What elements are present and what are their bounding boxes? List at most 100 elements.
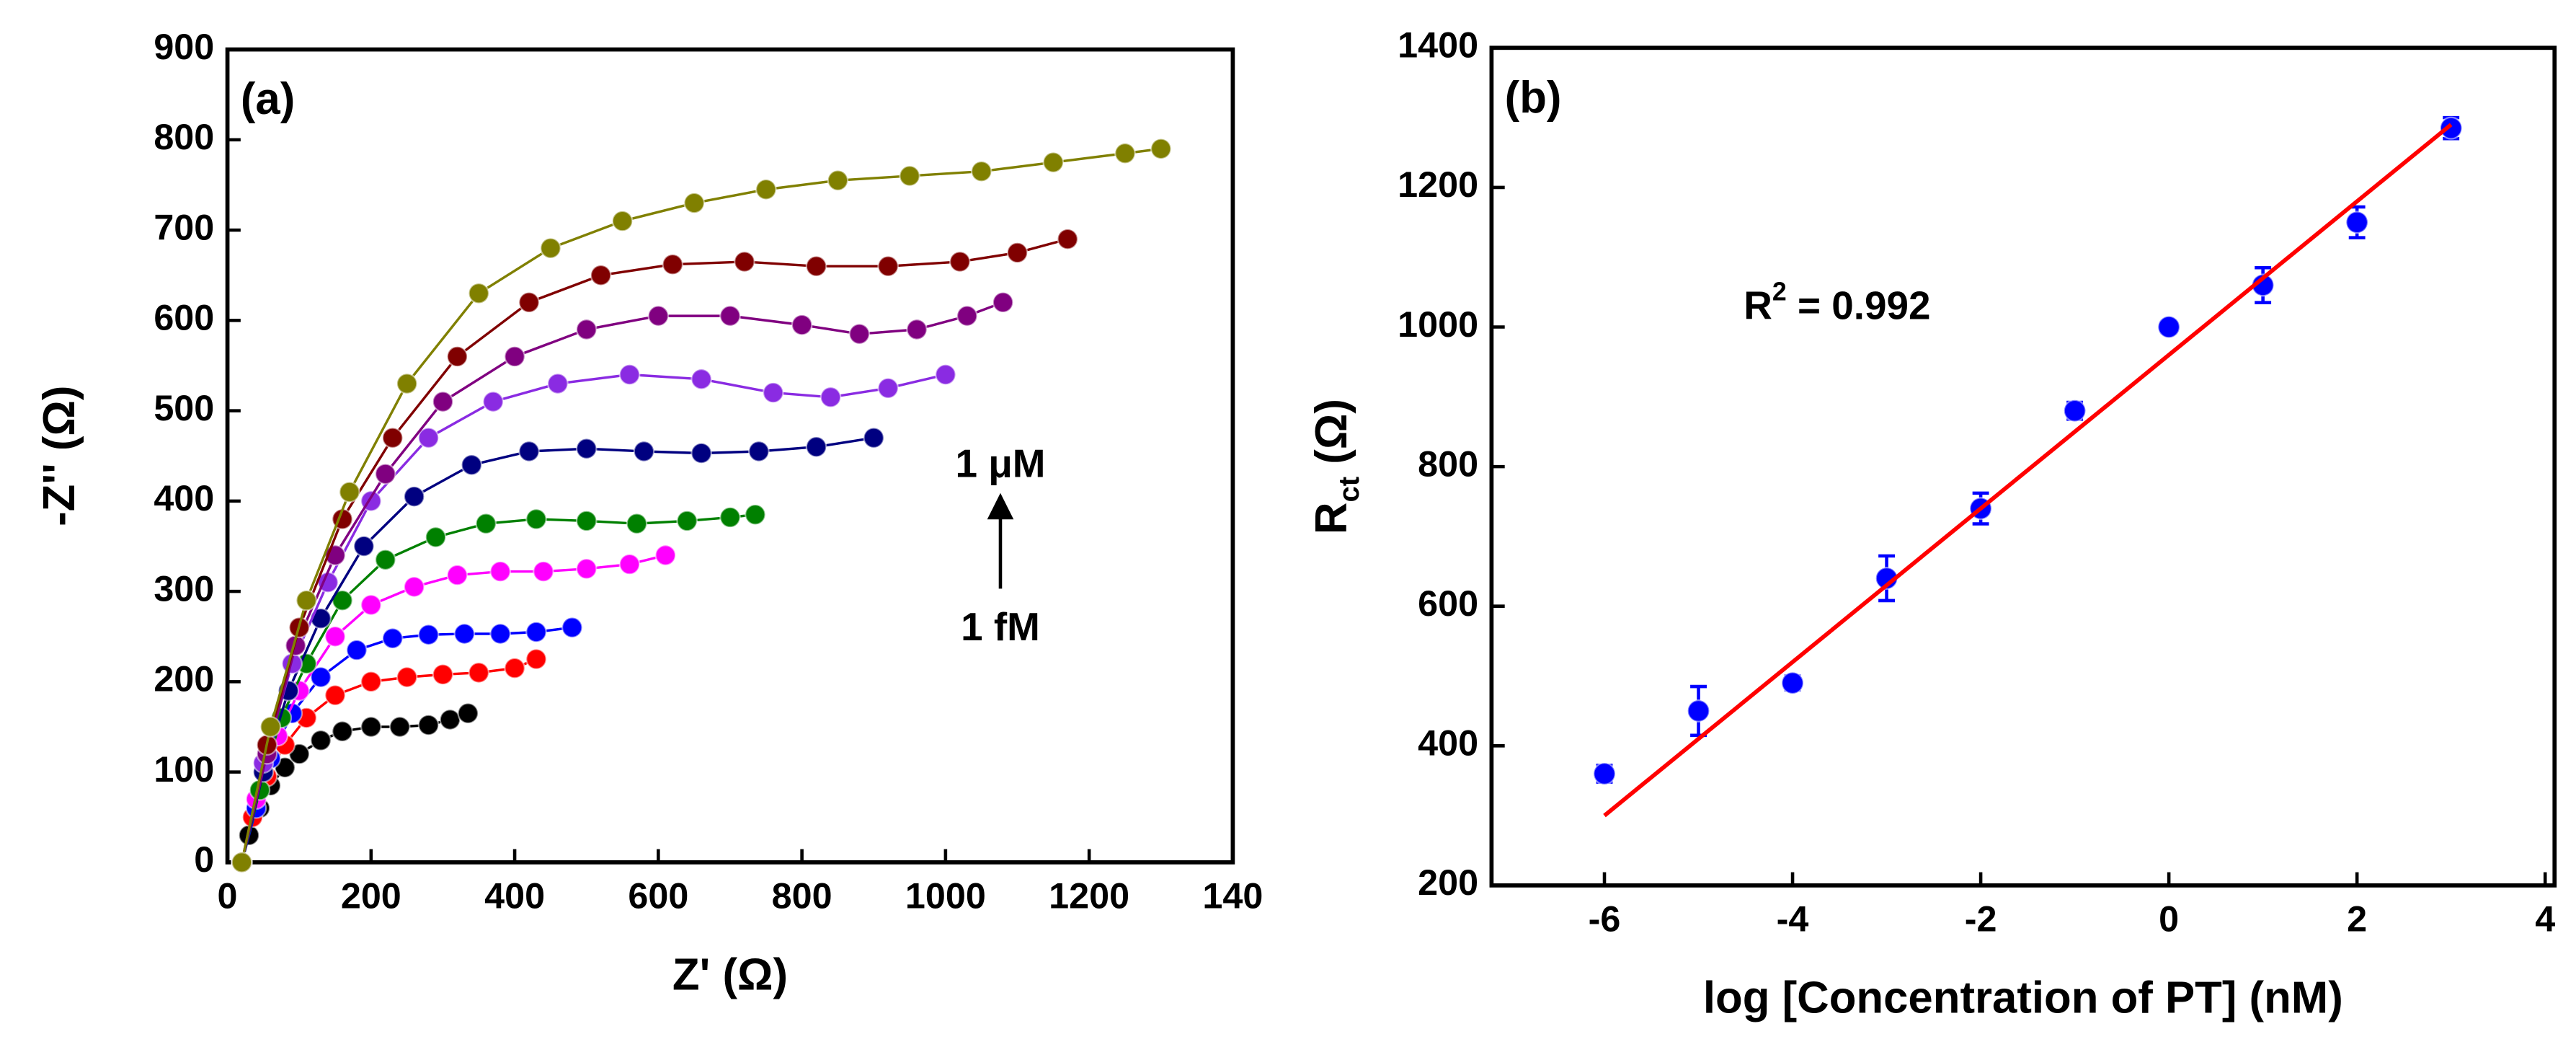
y-tick-label: 0 [194,839,214,880]
data-point [475,513,497,535]
y-axis-label-part: R [1307,503,1356,535]
x-tick-label: -4 [1777,898,1809,939]
data-point [877,255,900,278]
data-point [690,442,712,464]
data-point [324,625,346,648]
data-point [877,377,900,399]
data-point [339,481,360,503]
data-point [310,666,332,688]
data-point [805,255,827,278]
x-tick-label: 600 [628,875,688,916]
data-point [360,594,382,616]
data-point [863,427,885,449]
plot-frame [225,47,1235,865]
data-point [446,345,468,368]
data-point [683,192,706,214]
data-point [2439,116,2463,140]
data-point [654,544,677,566]
r2-part: 2 [1772,278,1787,306]
data-point [618,363,641,386]
data-point [611,210,634,232]
data-point [762,381,784,404]
data-point [734,251,755,273]
x-axis-label: Z' (Ω) [672,950,788,999]
x-tick-label: 4 [2535,898,2555,939]
y-tick-label: 1000 [1398,304,1478,345]
data-point [374,549,396,571]
y-tick-label: 200 [1418,862,1478,903]
data-point [719,506,741,529]
data-point [296,589,318,611]
data-point [935,363,956,386]
x-tick-label: 140 [1202,875,1263,916]
x-tick-label: 1200 [1049,875,1129,916]
data-point [1057,228,1079,250]
data-point [346,639,368,661]
data-point [575,319,598,340]
data-point [899,165,920,187]
data-point [432,663,454,686]
data-point [1687,699,1710,723]
data-point [575,438,598,460]
data-point [518,441,540,462]
data-point [381,627,404,650]
data-point [805,436,827,458]
data-point [381,427,404,449]
annotation: 1 μM [955,441,1045,486]
panel-label: (b) [1505,73,1562,123]
data-point [461,454,483,476]
data-point [820,386,842,408]
data-point [1114,142,1136,164]
data-point [489,560,512,583]
r2-part: = 0.992 [1787,283,1931,327]
data-point [468,661,490,684]
data-point [1042,151,1065,174]
r2-part: R [1744,283,1772,327]
data-point [453,623,476,645]
data-point [352,535,375,557]
data-point [396,373,418,394]
series-line [240,147,1161,863]
y-tick-label: 400 [1418,723,1478,764]
y-tick-label: 600 [154,297,214,338]
data-point [906,319,928,340]
y-tick-label: 1200 [1398,164,1478,205]
y-tick-label: 600 [1418,583,1478,624]
data-point [324,684,346,707]
data-point [482,391,505,412]
data-point [457,702,479,725]
data-point [403,576,425,598]
y-tick-label: 800 [154,116,214,157]
y-tick-label: 1400 [1398,25,1478,66]
data-point [1781,671,1805,695]
y-axis-label: Rct (Ω) [1307,399,1365,534]
y-axis-label-part: ct [1333,477,1365,503]
data-point [561,617,583,639]
data-point [360,671,382,693]
y-tick-label: 400 [154,477,214,518]
y-tick-label: 700 [154,206,214,247]
data-point [626,513,648,535]
y-axis-label-part: (Ω) [1307,399,1356,477]
x-tick-label: 2 [2347,898,2367,939]
data-point [2345,211,2369,234]
x-tick-label: 0 [218,875,238,916]
data-point [2157,315,2181,339]
data-point [439,709,461,730]
r2: R2 = 0.992 [1744,278,1930,327]
data-point [690,368,712,390]
x-tick-label: -2 [1965,898,1997,939]
data-point [504,657,525,679]
data-point [374,463,396,485]
data-point [1593,762,1617,786]
data-point [231,852,253,873]
y-tick-label: 300 [154,567,214,609]
y-tick-label: 900 [154,26,214,67]
data-point [992,291,1014,314]
data-point [525,648,547,670]
data-point [417,624,440,646]
data-point [590,264,612,286]
data-point [755,178,777,200]
data-point [332,720,353,743]
data-point [310,729,332,751]
